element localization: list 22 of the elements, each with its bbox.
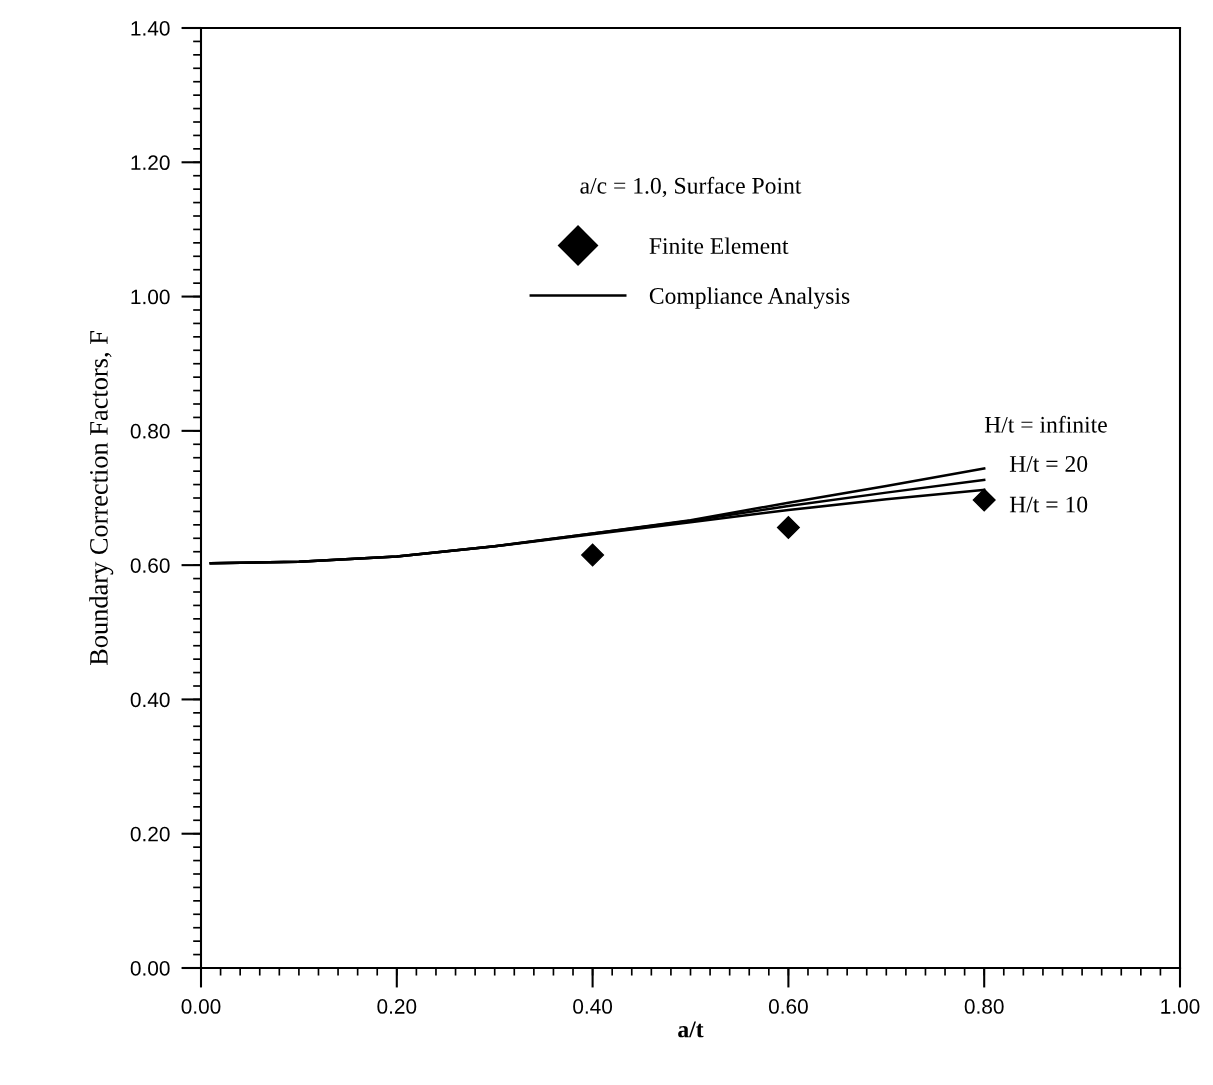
y-axis-title: Boundary Correction Factors, F [89,331,114,666]
x-tick-label: 1.00 [1161,999,1200,1014]
annotation: H/t = infinite [984,415,1107,433]
x-tick-label: 0.60 [768,999,808,1014]
y-tick-label: 0.20 [130,826,170,842]
annotation: a/c = 1.0, Surface Point [580,176,802,198]
x-tick-label: 0.00 [181,999,221,1014]
annotation: H/t = 20 [1009,455,1088,472]
y-tick-label: 0.40 [130,692,170,708]
legend-label: Finite Element [649,237,789,255]
x-tick-label: 0.40 [573,999,613,1014]
y-tick-label: 1.20 [131,155,170,171]
annotation: H/t = 10 [1009,496,1088,513]
y-tick-label: 0.80 [130,423,170,439]
y-tick-label: 0.00 [130,961,170,976]
legend-label: Compliance Analysis [649,287,850,309]
x-axis-title: a/t [678,1021,704,1038]
y-tick-label: 0.60 [130,558,170,573]
y-tick-label: 1.00 [131,289,170,305]
y-tick-label: 1.40 [131,21,170,36]
x-tick-label: 0.80 [964,999,1004,1014]
x-tick-label: 0.20 [377,999,417,1014]
